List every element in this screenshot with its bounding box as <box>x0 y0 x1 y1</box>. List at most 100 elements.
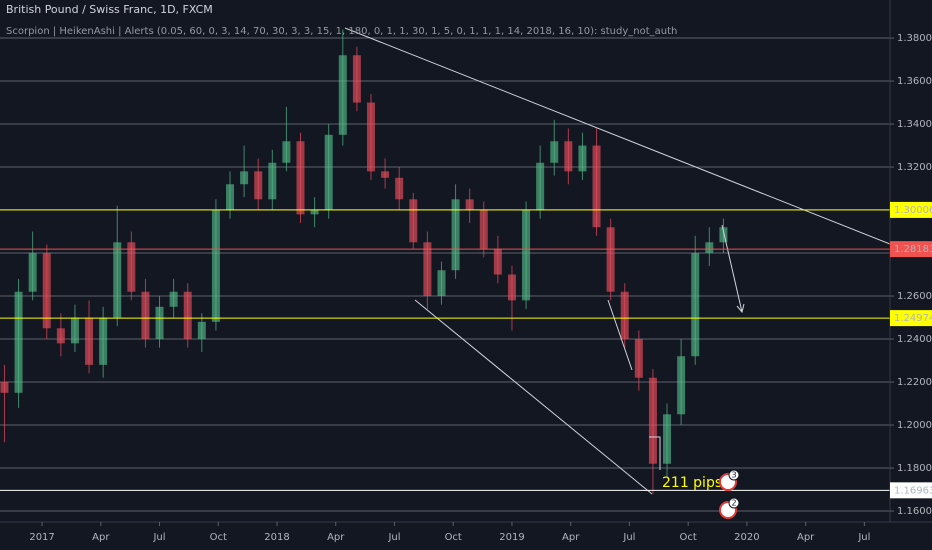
candle-body <box>648 377 657 464</box>
indicator-label: Scorpion | HeikenAshi | Alerts (0.05, 60… <box>6 26 677 37</box>
drawings <box>344 27 891 495</box>
y-tick-label: 1.38000 <box>897 33 932 44</box>
trend-line <box>414 299 653 495</box>
x-tick-label: 2018 <box>264 532 289 543</box>
x-tick-label: Oct <box>445 532 462 543</box>
candle-body <box>592 145 601 228</box>
candle-body <box>409 199 418 243</box>
y-tick-label: 1.32000 <box>897 162 932 173</box>
candle-body <box>56 328 65 344</box>
candle-body <box>395 177 404 200</box>
y-tick-label: 1.22000 <box>897 377 932 388</box>
event-count-bg <box>728 469 740 481</box>
x-tick-label: Jul <box>622 532 635 543</box>
candle-body <box>465 199 474 211</box>
candle-body <box>70 317 79 344</box>
candle-body <box>0 382 9 393</box>
candle-body <box>677 356 686 415</box>
candle-body <box>155 306 164 340</box>
candle-body <box>507 274 516 301</box>
y-tick-label: 1.20000 <box>897 420 932 431</box>
y-tick-label: 1.26000 <box>897 291 932 302</box>
candles <box>0 29 728 494</box>
candle-body <box>169 291 178 307</box>
x-tick-label: Jul <box>152 532 165 543</box>
candle-body <box>578 145 587 172</box>
candle-body <box>606 227 615 292</box>
annotation: 211 pips <box>662 475 722 491</box>
price-label: 1.30006 <box>894 205 932 216</box>
x-tick-label: 2019 <box>499 532 524 543</box>
candle-body <box>479 210 488 249</box>
candle-body <box>437 270 446 297</box>
price-label-box <box>890 482 932 499</box>
price-label: 1.24974 <box>894 313 932 324</box>
candle-body <box>113 242 122 318</box>
x-tick-label: Apr <box>562 532 580 543</box>
arrow <box>721 224 743 313</box>
candle-body <box>197 321 206 340</box>
candle-body <box>493 248 502 275</box>
candle-body <box>14 291 23 393</box>
candle-body <box>691 253 700 357</box>
candle-body <box>451 199 460 271</box>
candle-body <box>254 171 263 200</box>
candle-body <box>564 141 573 172</box>
x-tick-label: Oct <box>680 532 697 543</box>
x-tick-label: 2020 <box>734 532 759 543</box>
candle-body <box>240 171 249 185</box>
event-count: 3 <box>731 471 736 480</box>
bracket <box>649 436 661 470</box>
candle-body <box>85 317 94 365</box>
price-label-box <box>890 201 932 218</box>
candle-body <box>183 291 192 340</box>
x-tick-label: Jul <box>387 532 400 543</box>
candle-body <box>423 242 432 297</box>
x-tick-label: Jul <box>857 532 870 543</box>
candle-body <box>366 102 375 172</box>
candle-body <box>634 339 643 378</box>
trend-line <box>607 299 633 371</box>
event-count: 2 <box>731 499 736 508</box>
candle-body <box>268 162 277 200</box>
trend-line <box>344 27 891 245</box>
candle-body <box>226 184 235 211</box>
y-tick-label: 1.24000 <box>897 334 932 345</box>
y-tick-label: 1.18000 <box>897 463 932 474</box>
candle-body <box>536 162 545 211</box>
candle-body <box>211 210 220 322</box>
candle-body <box>338 55 347 135</box>
price-label-box <box>890 241 932 258</box>
overlay: 211 pips 3 2 <box>0 209 890 519</box>
candle-body <box>719 227 728 243</box>
candle-body <box>550 141 559 163</box>
candle-body <box>522 210 531 301</box>
candle-body <box>310 210 319 215</box>
x-tick-label: Apr <box>797 532 815 543</box>
candle-body <box>324 134 333 211</box>
arrow-head <box>736 303 745 314</box>
y-tick-label: 1.36000 <box>897 76 932 87</box>
candle-body <box>663 414 672 464</box>
price-label-box <box>890 310 932 327</box>
price-label: 1.28183 <box>894 244 932 255</box>
candle-body <box>620 291 629 340</box>
candle-body <box>99 317 108 365</box>
candle-body <box>141 291 150 340</box>
candle-body <box>352 55 361 103</box>
y-tick-label: 1.34000 <box>897 119 932 130</box>
x-tick-label: Apr <box>92 532 110 543</box>
candle-body <box>381 171 390 178</box>
candle-body <box>28 253 37 292</box>
price-label: 1.16963 <box>894 485 932 496</box>
candle-body <box>282 141 291 163</box>
candle-body <box>42 253 51 329</box>
x-tick-label: Oct <box>210 532 227 543</box>
x-tick-label: 2017 <box>29 532 54 543</box>
chart-title: British Pound / Swiss Franc, 1D, FXCM <box>6 3 213 16</box>
candle-body <box>127 242 136 292</box>
y-tick-label: 1.16000 <box>897 506 932 517</box>
